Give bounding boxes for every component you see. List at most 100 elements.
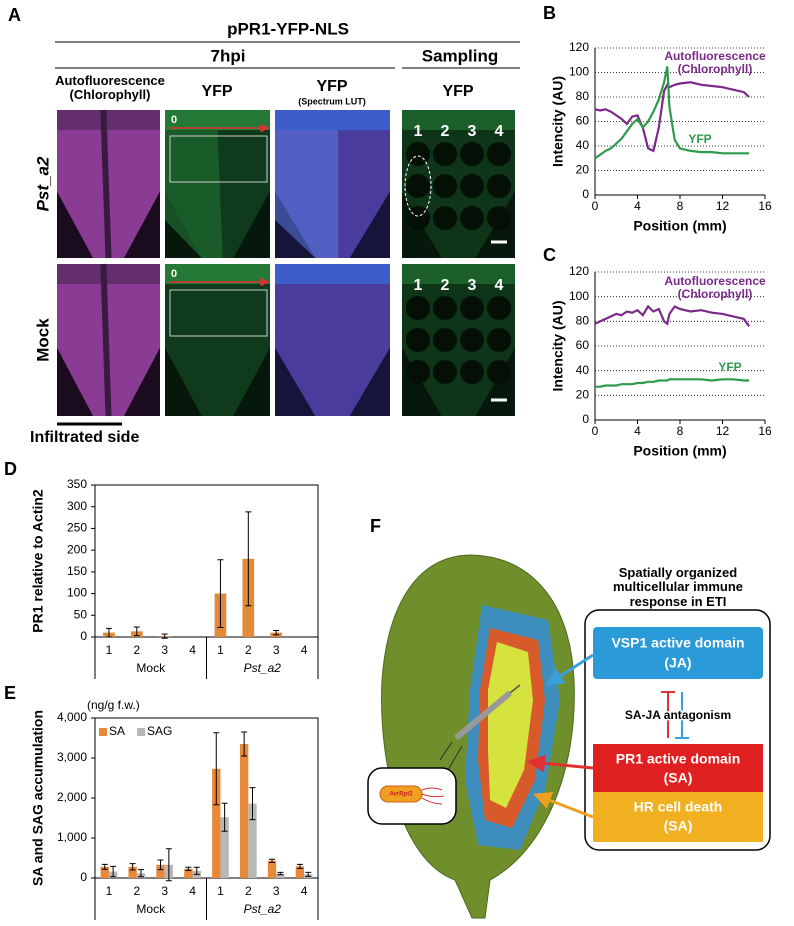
legend-swatch <box>99 728 107 736</box>
micrographs: 0 1 2 3 4 0 1 2 3 4 <box>57 109 515 417</box>
leaf-tissue <box>275 264 390 416</box>
plot-frame <box>94 717 319 879</box>
effector-label: AvrRpt2 <box>389 792 413 798</box>
x-tick-label: 8 <box>677 424 684 438</box>
y-tick-label: 100 <box>67 586 87 600</box>
legend-label: SA <box>109 724 125 738</box>
spot-label: 3 <box>468 277 477 294</box>
y-tick-label: 0 <box>582 187 589 201</box>
domain-hormone: (SA) <box>664 818 693 834</box>
error-bar <box>110 865 117 878</box>
roi-box <box>169 289 268 337</box>
domain-hormone: (SA) <box>664 770 693 786</box>
error-bar <box>193 866 200 875</box>
leaf-tissue <box>165 264 270 416</box>
error-bar <box>185 866 192 871</box>
y-tick-label: 100 <box>569 289 589 303</box>
bar <box>156 864 165 878</box>
bar <box>239 744 249 878</box>
x-tick-label: 1 <box>106 643 113 657</box>
punch-hole <box>487 206 511 230</box>
x-tick-label: 0 <box>592 424 599 438</box>
leaf-diagram: AvrRpt2 <box>367 554 575 919</box>
flagella <box>421 787 445 805</box>
y-axis-label: Intencity (AU) <box>550 301 566 392</box>
origin-label: 0 <box>171 268 177 280</box>
series-label: Autofluorescence (Chlorophyll) <box>664 274 766 302</box>
group-label: Pst_a2 <box>244 902 282 916</box>
y-tick-label: 20 <box>576 163 590 177</box>
yfp-signal <box>275 130 339 258</box>
needle <box>509 684 521 694</box>
punch-hole <box>487 142 511 166</box>
punch-hole <box>487 328 511 352</box>
x-tick-label: 1 <box>106 884 113 898</box>
punch-hole <box>433 174 457 198</box>
y-tick-label: 20 <box>576 388 590 402</box>
y-tick-label: 50 <box>74 607 88 621</box>
punch-hole <box>406 174 430 198</box>
error-bar <box>137 869 144 878</box>
bar <box>276 873 285 878</box>
punch-hole <box>460 360 484 384</box>
error-bar <box>129 863 136 871</box>
punch-hole <box>487 174 511 198</box>
arrow <box>527 754 594 773</box>
spot-label: 1 <box>414 277 423 294</box>
domain-name: VSP1 active domain <box>611 635 744 651</box>
domain-hormone: (JA) <box>664 655 691 671</box>
spot-label: 4 <box>495 123 504 140</box>
bar <box>248 803 257 878</box>
spot-label: 1 <box>414 123 423 140</box>
punch-hole <box>406 328 430 352</box>
y-axis-label: Intencity (AU) <box>550 76 566 167</box>
y-tick-label: 0 <box>582 412 589 426</box>
sampling-label: Sampling <box>422 46 499 65</box>
x-tick-label: 3 <box>161 643 168 657</box>
bar <box>100 866 109 878</box>
time-label: 7hpi <box>211 46 246 65</box>
y-tick-label: 120 <box>569 40 589 54</box>
y-tick-label: 40 <box>576 138 590 152</box>
panel-label: A <box>8 5 21 25</box>
panel-title: pPR1-YFP-NLS <box>227 19 349 38</box>
x-tick-label: 0 <box>592 199 599 213</box>
punch-hole <box>460 328 484 352</box>
petiole-strip <box>275 110 390 130</box>
sampling-outline <box>404 155 432 217</box>
domain-name: PR1 active domain <box>616 751 741 767</box>
scale-caption: Infiltrated side <box>30 429 139 446</box>
legend-label: SAG <box>147 724 172 738</box>
x-tick-label: 2 <box>133 643 140 657</box>
punch-hole <box>460 206 484 230</box>
x-tick-label: 4 <box>189 884 196 898</box>
petiole-strip <box>402 110 515 130</box>
error-bar <box>133 626 140 637</box>
error-bar <box>165 848 172 882</box>
column-header: YFP <box>316 78 347 95</box>
punch-hole <box>433 360 457 384</box>
punch-hole <box>406 296 430 320</box>
y-tick-label: 80 <box>576 89 590 103</box>
punch-hole <box>433 296 457 320</box>
petiole-strip <box>402 264 515 284</box>
y-axis-units: (ng/g f.w.) <box>87 698 140 712</box>
x-tick-label: 16 <box>758 199 772 213</box>
error-bar <box>217 559 224 628</box>
spot-label: 3 <box>468 123 477 140</box>
y-tick-label: 120 <box>569 264 589 278</box>
domain-name: HR cell death <box>634 799 723 815</box>
x-tick-label: 2 <box>245 884 252 898</box>
group-label: Mock <box>136 661 166 675</box>
bar <box>184 868 193 878</box>
punch-hole <box>460 296 484 320</box>
series-label: YFP <box>688 132 711 146</box>
model-title: Spatially organized multicellular immune… <box>612 565 744 609</box>
ja-box <box>593 627 763 679</box>
spot-label: 2 <box>441 123 450 140</box>
x-axis-label: Position (mm) <box>633 443 726 459</box>
error-bar <box>245 511 252 607</box>
antagonism-label: SA-JA antagonism <box>625 708 731 722</box>
